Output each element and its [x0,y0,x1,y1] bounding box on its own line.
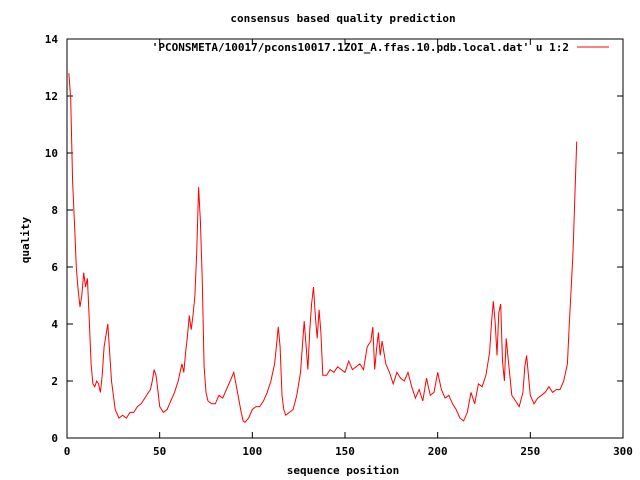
chart-title: consensus based quality prediction [230,12,455,25]
y-tick-labels: 0 2 4 6 8 10 12 14 [45,33,59,445]
x-tick-label: 250 [520,445,540,458]
y-tick-label: 8 [51,204,58,217]
x-tick-label: 0 [64,445,71,458]
x-tick-label: 300 [613,445,633,458]
tick-marks [66,38,624,439]
x-tick-label: 100 [242,445,262,458]
y-tick-label: 10 [45,147,58,160]
y-tick-label: 12 [45,90,58,103]
x-tick-label: 200 [428,445,448,458]
legend: 'PCONSMETA/10017/pcons10017.1ZOI_A.ffas.… [152,41,609,54]
y-tick-label: 14 [45,33,59,46]
series-line [68,73,578,423]
y-tick-label: 4 [51,318,58,331]
y-tick-label: 6 [51,261,58,274]
x-tick-label: 50 [153,445,166,458]
x-axis-label: sequence position [287,464,400,477]
legend-label: 'PCONSMETA/10017/pcons10017.1ZOI_A.ffas.… [152,41,569,54]
y-tick-label: 2 [51,375,58,388]
y-axis-label: quality [19,216,32,263]
x-tick-label: 150 [335,445,355,458]
x-tick-labels: 0 50 100 150 200 250 300 [64,445,633,458]
y-tick-label: 0 [51,432,58,445]
plot-frame [66,38,624,439]
